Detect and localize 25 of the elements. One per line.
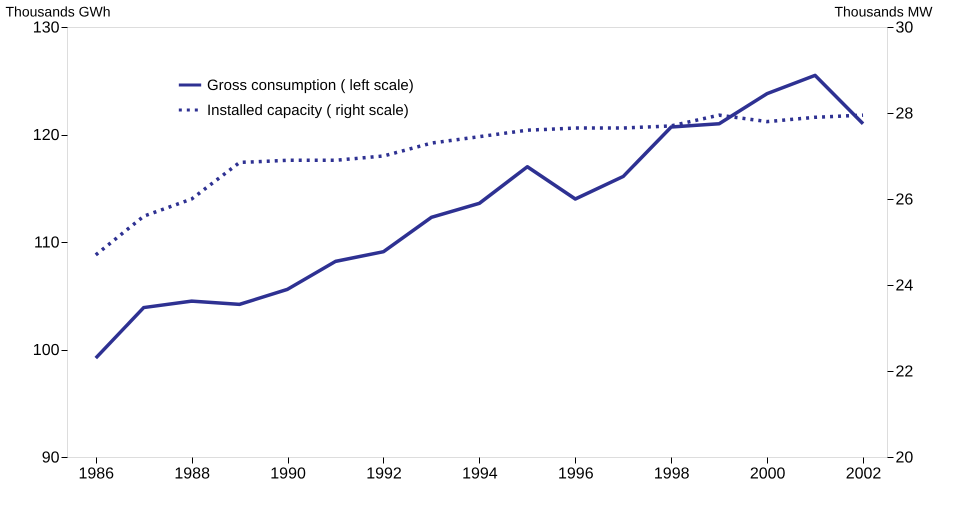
x-tick-label: 1994 <box>462 466 498 482</box>
line-series <box>94 74 865 360</box>
y2-axis-title: Thousands MW <box>834 4 934 20</box>
y2-tick-label: 28 <box>896 106 914 122</box>
y2-tick-label: 22 <box>896 364 914 380</box>
y-axis-title: Thousands GWh <box>6 4 111 20</box>
y2-tick-label: 24 <box>896 278 914 294</box>
legend-label: Gross consumption ( left scale) <box>207 77 414 94</box>
legend-label: Installed capacity ( right scale) <box>207 102 409 119</box>
y2-tick-label: 20 <box>896 450 914 466</box>
x-tick-label: 1986 <box>78 466 114 482</box>
y2-tick-label: 26 <box>896 192 914 208</box>
x-tick-label: 2002 <box>846 466 882 482</box>
x-tick-label: 1990 <box>270 466 306 482</box>
y-tick-label: 110 <box>34 234 60 252</box>
x-tick-label: 1992 <box>366 466 402 482</box>
y-tick-label: 90 <box>42 450 60 466</box>
y-tick-label: 130 <box>32 20 60 36</box>
x-tick-label: 1996 <box>558 466 594 482</box>
y-tick-label: 120 <box>32 127 60 144</box>
x-tick-label: 1988 <box>174 466 210 482</box>
x-tick-label: 2000 <box>750 466 786 482</box>
x-tick-label: 1998 <box>654 466 690 482</box>
y2-tick-label: 30 <box>896 20 914 36</box>
y-tick-label: 100 <box>32 342 60 359</box>
